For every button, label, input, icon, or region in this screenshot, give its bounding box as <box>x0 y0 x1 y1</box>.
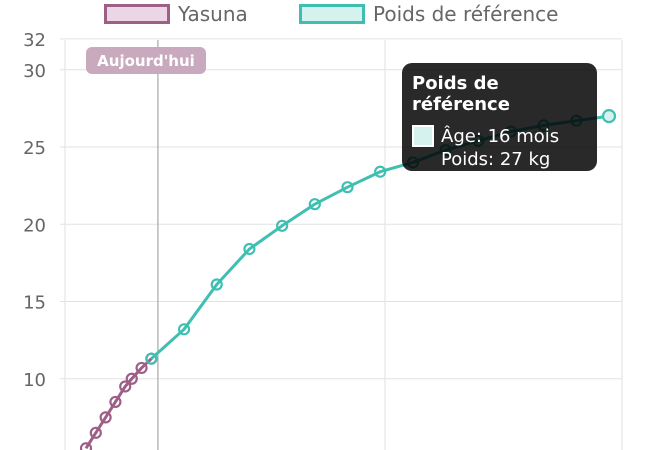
y-tick-label: 32 <box>23 30 46 51</box>
y-tick-label: 30 <box>23 61 46 82</box>
data-point-reference <box>341 181 354 194</box>
tooltip-swatch <box>412 125 434 147</box>
data-point-yasuna <box>135 361 148 375</box>
legend-swatch-yasuna <box>104 4 170 24</box>
legend-label-reference: Poids de référence <box>373 2 559 26</box>
data-point-yasuna <box>99 411 112 424</box>
data-point-reference <box>210 278 223 291</box>
legend-label-yasuna: Yasuna <box>178 2 248 26</box>
data-point-yasuna <box>109 395 122 409</box>
today-badge: Aujourd'hui <box>86 47 206 74</box>
data-point-yasuna <box>89 426 102 439</box>
y-tick-label: 5 <box>35 447 46 450</box>
tooltip-age: Âge: 16 mois <box>441 125 560 147</box>
series-line-yasuna <box>84 357 153 450</box>
legend-item-reference[interactable]: Poids de référence <box>299 2 558 26</box>
tooltip-title: Poids de référence <box>412 73 510 115</box>
chart-legend: Yasuna Poids de référence <box>0 0 660 30</box>
y-tick-label: 25 <box>23 138 46 159</box>
data-point-reference <box>243 242 256 256</box>
tooltip-row-age: Âge: 16 mois <box>412 123 587 149</box>
data-point-reference <box>145 352 158 365</box>
data-point-reference <box>601 108 617 124</box>
y-tick-label: 20 <box>23 215 46 236</box>
data-point-reference <box>177 323 191 336</box>
y-tick-label: 10 <box>23 370 46 391</box>
data-point-yasuna <box>119 380 132 393</box>
data-point-yasuna <box>125 372 138 385</box>
tooltip-weight: Poids: 27 kg <box>441 149 551 170</box>
data-point-yasuna <box>79 442 93 450</box>
legend-item-yasuna[interactable]: Yasuna <box>104 2 248 26</box>
data-point-reference <box>276 219 289 232</box>
data-point-reference <box>374 165 387 178</box>
data-point-reference <box>308 198 321 211</box>
legend-swatch-reference <box>299 4 365 24</box>
data-tooltip: Poids de référence Âge: 16 mois Poids: 2… <box>402 63 597 171</box>
y-tick-label: 15 <box>23 293 46 314</box>
